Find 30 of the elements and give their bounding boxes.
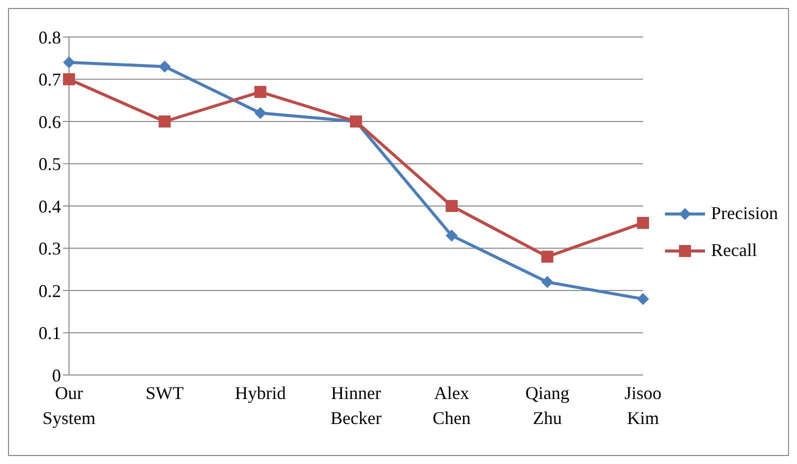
x-tick-label: Jisoo Kim [624,383,662,428]
y-tick-label: 0.1 [38,323,61,344]
legend-label: Recall [711,240,757,261]
point [446,200,458,212]
x-tick-label: SWT [146,383,184,403]
y-tick-label: 0 [52,365,61,386]
point [63,73,75,86]
point [541,250,554,263]
x-tick-label: Our System [42,383,96,428]
point [158,60,171,73]
point [446,230,458,242]
x-tick-label: Qiang Zhu [525,383,570,428]
legend-label: Precision [711,203,778,224]
point [63,56,75,68]
y-tick-label: 0.4 [38,196,61,216]
y-tick-label: 0.5 [38,154,61,174]
y-tick-label: 0.6 [38,112,61,132]
point [637,216,649,229]
y-tick-label: 0.2 [38,280,61,301]
x-tick-label: Alex Chen [432,383,471,428]
point [158,116,171,128]
point [637,292,649,305]
x-tick-label: Hinner Becker [330,383,382,428]
point [541,276,554,288]
y-tick-label: 0.3 [38,238,61,259]
point [254,86,266,98]
y-tick-label: 0.7 [38,70,61,90]
x-tick-label: Hybrid [234,383,286,403]
point [254,107,266,120]
y-tick-label: 0.8 [38,27,61,48]
